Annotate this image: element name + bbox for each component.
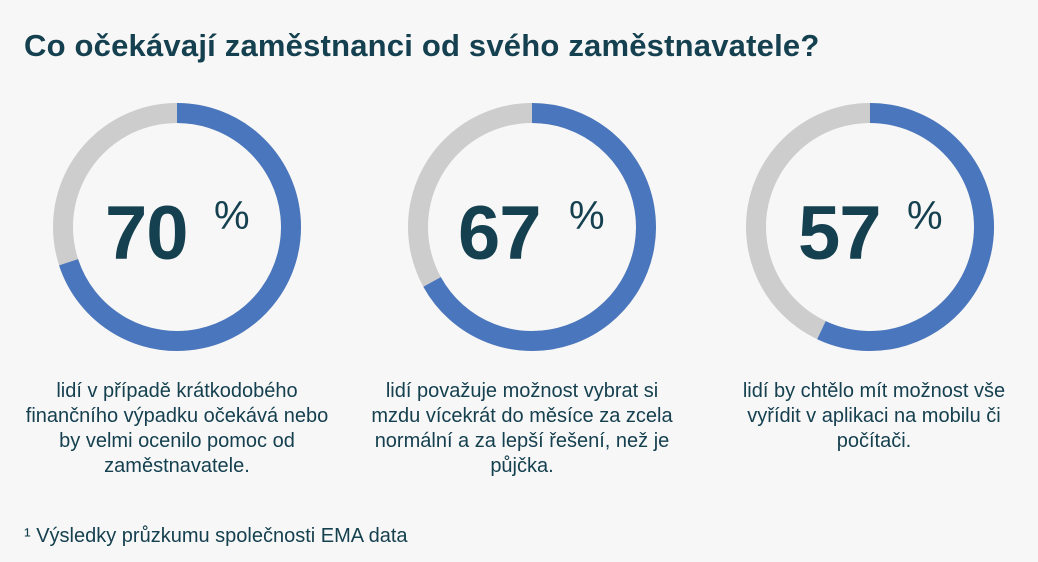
percentage-value-3: 57 — [798, 191, 882, 276]
donut-chart-1: 70 % — [52, 100, 302, 354]
donut-value-arc-1 — [59, 103, 301, 351]
percentage-value-1: 70 — [105, 191, 189, 276]
donut-chart-2: 67 % — [407, 100, 657, 354]
percent-sign-2: % — [569, 194, 605, 238]
percent-sign-3: % — [907, 194, 943, 238]
donut-value-arc-2 — [423, 103, 656, 351]
donut-svg-3 — [746, 103, 994, 351]
donut-svg-1 — [53, 103, 301, 351]
donut-svg-2 — [408, 103, 656, 351]
percent-sign-1: % — [214, 194, 250, 238]
donut-value-arc-3 — [817, 103, 994, 351]
footnote: ¹ Výsledky průzkumu společnosti EMA data — [24, 525, 408, 547]
page-title: Co očekávají zaměstnanci od svého zaměst… — [24, 28, 820, 63]
description-3: lidí by chtělo mít možnost vše vyřídit v… — [742, 380, 1006, 452]
donut-chart-3: 57 % — [745, 100, 995, 354]
description-2: lidí považuje možnost vybrat si mzdu víc… — [371, 380, 673, 477]
percentage-value-2: 67 — [458, 191, 542, 276]
description-1: lidí v případě krátkodobého finančního v… — [25, 380, 329, 477]
